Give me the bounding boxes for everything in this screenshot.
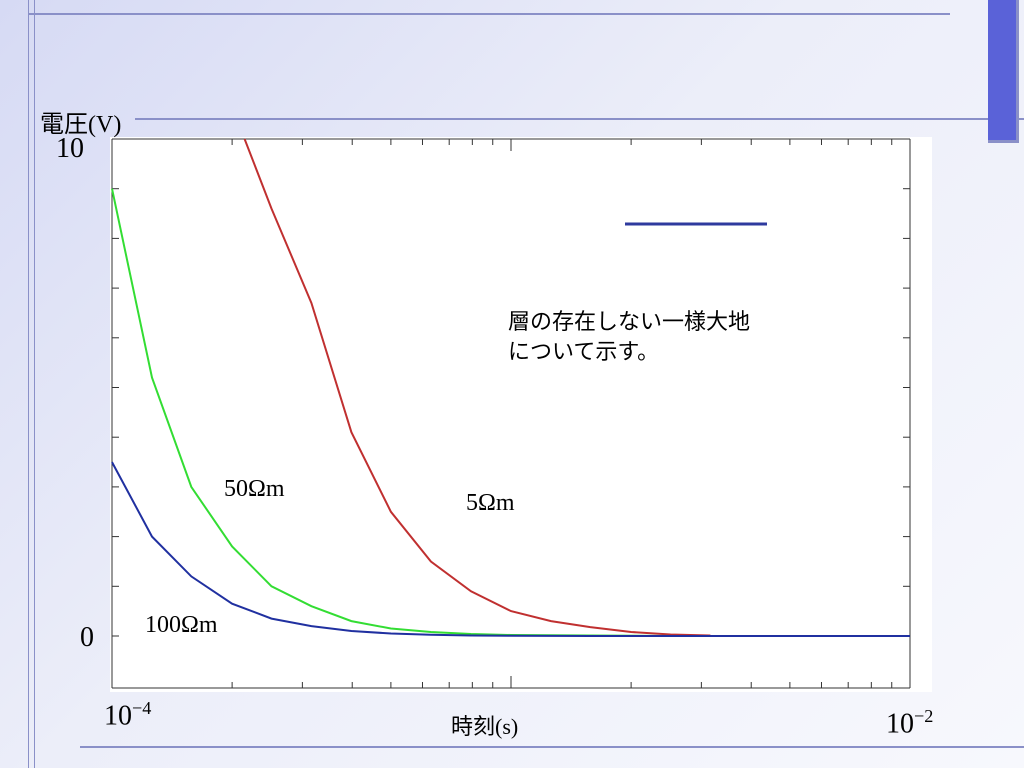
series-label-100ohm: 100Ωm — [145, 612, 218, 638]
left-border-line-1 — [28, 0, 29, 768]
series-label-50ohm: 50Ωm — [224, 476, 285, 502]
y-axis-label: 電圧(V) — [40, 112, 122, 138]
series-label-5ohm: 5Ωm — [466, 490, 515, 516]
series-lines — [111, 138, 910, 637]
plot-axes — [111, 138, 911, 689]
plot-area — [110, 137, 932, 692]
x-tick-left-base: 10 — [104, 700, 132, 732]
bottom-border-line — [80, 746, 1024, 748]
annotation-line-2: について示す。 — [508, 340, 660, 365]
x-tick-right-exponent: −2 — [914, 706, 934, 726]
annotation-line-1: 層の存在しない一様大地 — [508, 310, 751, 335]
x-tick-right-base: 10 — [886, 708, 914, 740]
y-tick-label-bottom: 0 — [80, 622, 94, 653]
x-tick-left-exponent: −4 — [132, 698, 152, 718]
x-tick-label-left: 10−4 — [104, 698, 151, 732]
top-border-line — [28, 13, 950, 15]
series-line-2 — [111, 461, 910, 637]
y-tick-label-top: 10 — [56, 133, 84, 164]
header-divider-line — [135, 118, 1024, 120]
left-border-line-2 — [34, 0, 35, 768]
x-axis-label: 時刻(s) — [451, 714, 519, 739]
series-line-1 — [111, 188, 910, 637]
chart-annotation: 層の存在しない一様大地 について示す。 — [508, 308, 750, 368]
series-line-0 — [243, 138, 711, 637]
x-tick-label-right: 10−2 — [886, 706, 933, 740]
accent-bar — [988, 0, 1019, 143]
